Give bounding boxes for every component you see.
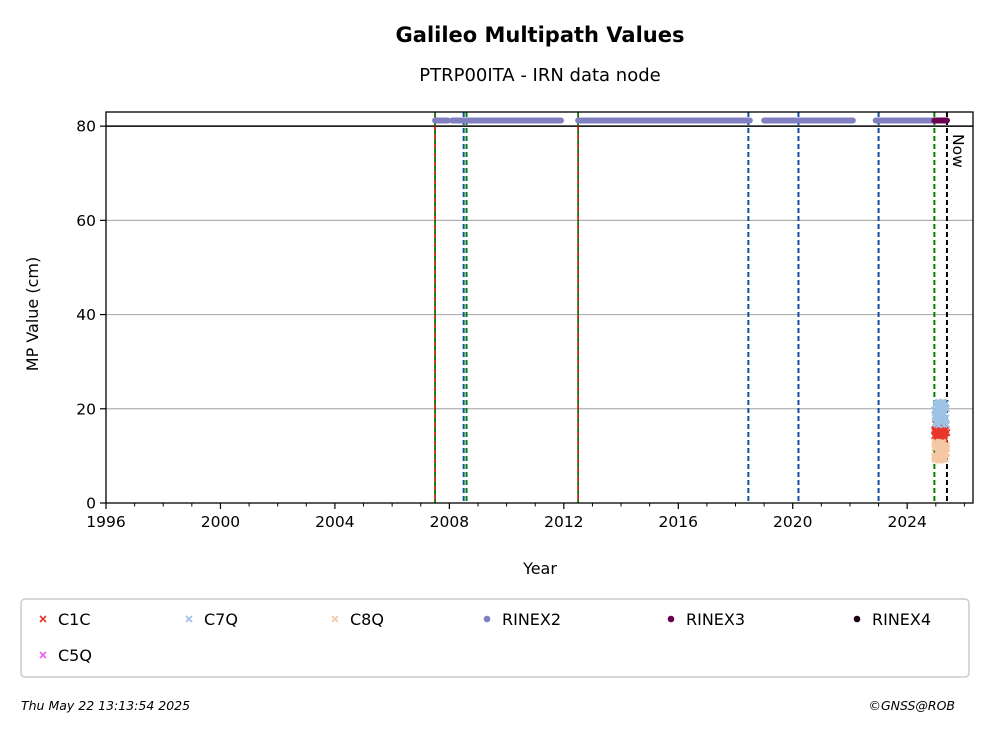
- legend-marker-c1c: [39, 615, 47, 623]
- x-tick-label: 2012: [544, 513, 583, 531]
- x-tick-label: 2020: [773, 513, 812, 531]
- data-points: [432, 117, 951, 465]
- legend-label-rinex4: RINEX4: [872, 610, 931, 629]
- series-c8q-point: [935, 444, 943, 452]
- legend-label-c1c: C1C: [58, 610, 91, 629]
- x-tick-label: 2004: [315, 513, 354, 531]
- footer-timestamp: Thu May 22 13:13:54 2025: [21, 698, 190, 713]
- x-axis-label: Year: [522, 559, 557, 578]
- x-axis: 1996 2000 2004 2008 2012 2016 2020 2024: [86, 503, 965, 531]
- y-tick-label: 80: [76, 118, 96, 136]
- legend-box: [20, 598, 970, 678]
- x-tick-label: 2016: [659, 513, 698, 531]
- x-tick-label: 2024: [887, 513, 926, 531]
- series-c8q-point: [937, 456, 945, 464]
- x-tick-label: 1996: [86, 513, 125, 531]
- y-axis: 0 20 40 60 80: [76, 118, 106, 513]
- y-axis-label: MP Value (cm): [23, 257, 42, 371]
- footer-copyright: ©GNSS@ROB: [868, 698, 955, 713]
- series-c8q-point: [942, 442, 950, 450]
- legend-label-rinex2: RINEX2: [502, 610, 561, 629]
- now-label: Now: [949, 134, 967, 168]
- plot-area-frame: [105, 111, 974, 504]
- grid-lines: [106, 125, 973, 410]
- series-c7q-point: [938, 400, 946, 408]
- x-tick-label: 2000: [201, 513, 240, 531]
- legend-marker-rinex3: [667, 615, 675, 623]
- series-c7q-point: [933, 420, 941, 428]
- chart-title: Galileo Multipath Values: [396, 23, 685, 47]
- y-tick-label: 60: [76, 212, 96, 230]
- chart-subtitle: PTRP00ITA - IRN data node: [419, 65, 660, 86]
- legend-label-c8q: C8Q: [350, 610, 384, 629]
- y-tick-label: 0: [86, 495, 96, 513]
- series-c7q-point: [937, 418, 946, 427]
- legend-marker-c7q: [185, 615, 193, 623]
- x-tick-label: 2008: [430, 513, 469, 531]
- legend-marker-rinex2: [483, 615, 491, 623]
- legend-marker-rinex4: [853, 615, 861, 623]
- legend-label-c7q: C7Q: [204, 610, 238, 629]
- series-c7q-point: [937, 406, 945, 414]
- legend: C1C C7Q C8Q RINEX2 RINEX3 RINEX4 C5Q: [39, 610, 931, 665]
- series-c8q-point: [937, 440, 946, 448]
- legend-label-c5q: C5Q: [58, 646, 92, 665]
- event-lines: Now: [434, 112, 967, 503]
- legend-marker-c8q: [331, 615, 339, 623]
- legend-label-rinex3: RINEX3: [686, 610, 745, 629]
- series-c7q-point: [931, 414, 939, 422]
- y-tick-label: 40: [76, 306, 96, 324]
- legend-marker-c5q: [39, 651, 47, 659]
- y-tick-label: 20: [76, 400, 96, 418]
